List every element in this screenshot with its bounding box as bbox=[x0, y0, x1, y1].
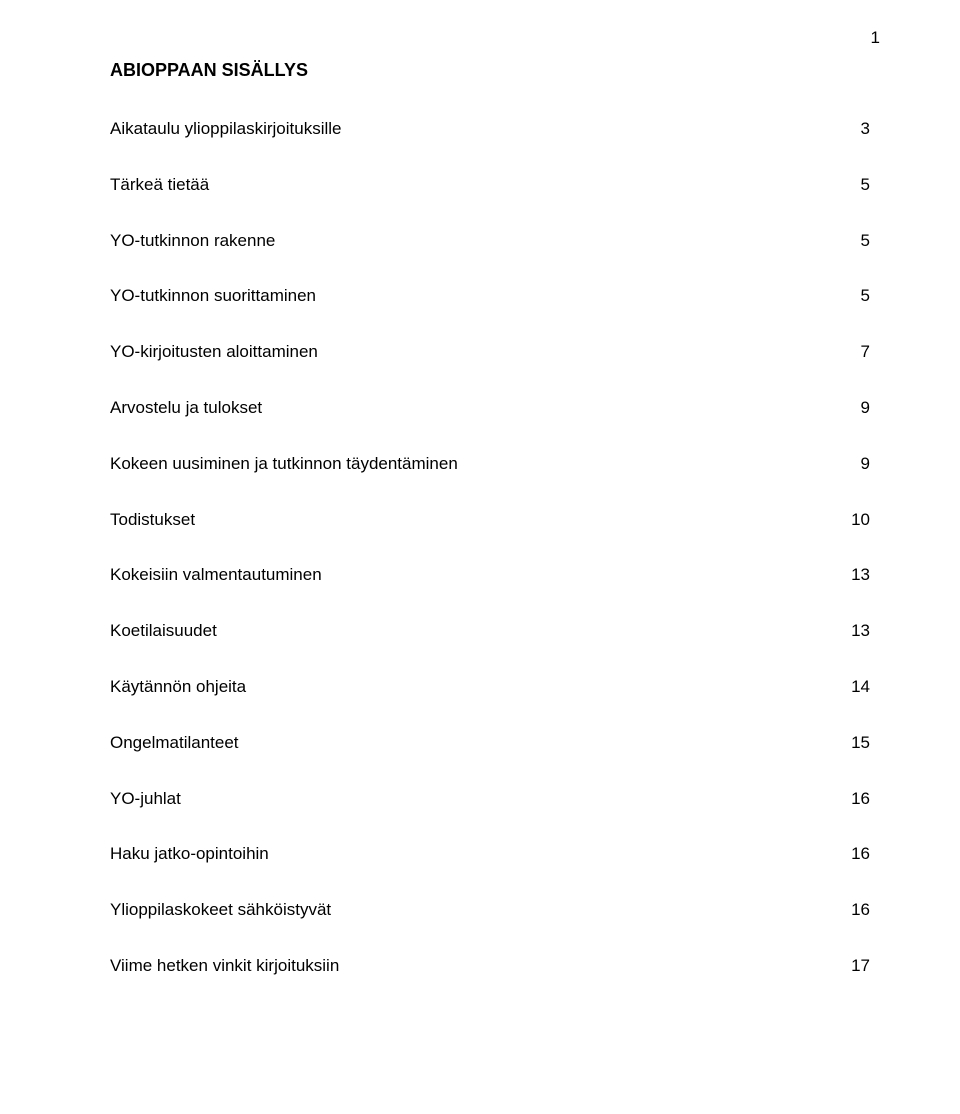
toc-entry-page: 5 bbox=[820, 173, 870, 197]
toc-entry-page: 13 bbox=[820, 563, 870, 587]
toc-entry-page: 17 bbox=[820, 954, 870, 978]
toc-entry-label: Kokeen uusiminen ja tutkinnon täydentämi… bbox=[110, 452, 820, 476]
toc-entry-page: 5 bbox=[820, 229, 870, 253]
toc-row: YO-tutkinnon rakenne5 bbox=[110, 229, 870, 253]
toc-row: Todistukset10 bbox=[110, 508, 870, 532]
toc-entry-page: 16 bbox=[820, 898, 870, 922]
toc-entry-label: YO-tutkinnon suorittaminen bbox=[110, 284, 820, 308]
toc-entry-label: Koetilaisuudet bbox=[110, 619, 820, 643]
toc-entry-page: 9 bbox=[820, 396, 870, 420]
toc-row: Arvostelu ja tulokset9 bbox=[110, 396, 870, 420]
toc-entry-label: Arvostelu ja tulokset bbox=[110, 396, 820, 420]
toc-entry-label: Tärkeä tietää bbox=[110, 173, 820, 197]
toc-row: YO-juhlat16 bbox=[110, 787, 870, 811]
toc-entry-label: YO-tutkinnon rakenne bbox=[110, 229, 820, 253]
toc-entry-label: Ongelmatilanteet bbox=[110, 731, 820, 755]
toc-entry-label: Kokeisiin valmentautuminen bbox=[110, 563, 820, 587]
toc-row: Viime hetken vinkit kirjoituksiin17 bbox=[110, 954, 870, 978]
toc-entry-label: Todistukset bbox=[110, 508, 820, 532]
page-number: 1 bbox=[871, 28, 880, 48]
toc-row: Tärkeä tietää5 bbox=[110, 173, 870, 197]
toc-entry-page: 3 bbox=[820, 117, 870, 141]
toc-entry-label: YO-kirjoitusten aloittaminen bbox=[110, 340, 820, 364]
toc-row: Aikataulu ylioppilaskirjoituksille3 bbox=[110, 117, 870, 141]
table-of-contents: Aikataulu ylioppilaskirjoituksille3 Tärke… bbox=[110, 117, 870, 978]
toc-entry-page: 5 bbox=[820, 284, 870, 308]
toc-entry-page: 10 bbox=[820, 508, 870, 532]
toc-entry-label: Ylioppilaskokeet sähköistyvät bbox=[110, 898, 820, 922]
toc-entry-page: 16 bbox=[820, 787, 870, 811]
toc-row: Haku jatko-opintoihin16 bbox=[110, 842, 870, 866]
toc-entry-label: Käytännön ohjeita bbox=[110, 675, 820, 699]
document-title: ABIOPPAAN SISÄLLYS bbox=[110, 60, 870, 81]
toc-row: Ylioppilaskokeet sähköistyvät16 bbox=[110, 898, 870, 922]
toc-entry-page: 14 bbox=[820, 675, 870, 699]
toc-entry-label: Haku jatko-opintoihin bbox=[110, 842, 820, 866]
toc-entry-page: 9 bbox=[820, 452, 870, 476]
toc-entry-page: 13 bbox=[820, 619, 870, 643]
toc-row: Kokeen uusiminen ja tutkinnon täydentämi… bbox=[110, 452, 870, 476]
toc-entry-label: Viime hetken vinkit kirjoituksiin bbox=[110, 954, 820, 978]
toc-row: YO-tutkinnon suorittaminen5 bbox=[110, 284, 870, 308]
toc-row: YO-kirjoitusten aloittaminen7 bbox=[110, 340, 870, 364]
toc-row: Kokeisiin valmentautuminen13 bbox=[110, 563, 870, 587]
toc-row: Ongelmatilanteet15 bbox=[110, 731, 870, 755]
toc-entry-page: 16 bbox=[820, 842, 870, 866]
toc-entry-page: 7 bbox=[820, 340, 870, 364]
toc-entry-label: YO-juhlat bbox=[110, 787, 820, 811]
toc-row: Koetilaisuudet13 bbox=[110, 619, 870, 643]
toc-row: Käytännön ohjeita14 bbox=[110, 675, 870, 699]
toc-entry-page: 15 bbox=[820, 731, 870, 755]
toc-entry-label: Aikataulu ylioppilaskirjoituksille bbox=[110, 117, 820, 141]
